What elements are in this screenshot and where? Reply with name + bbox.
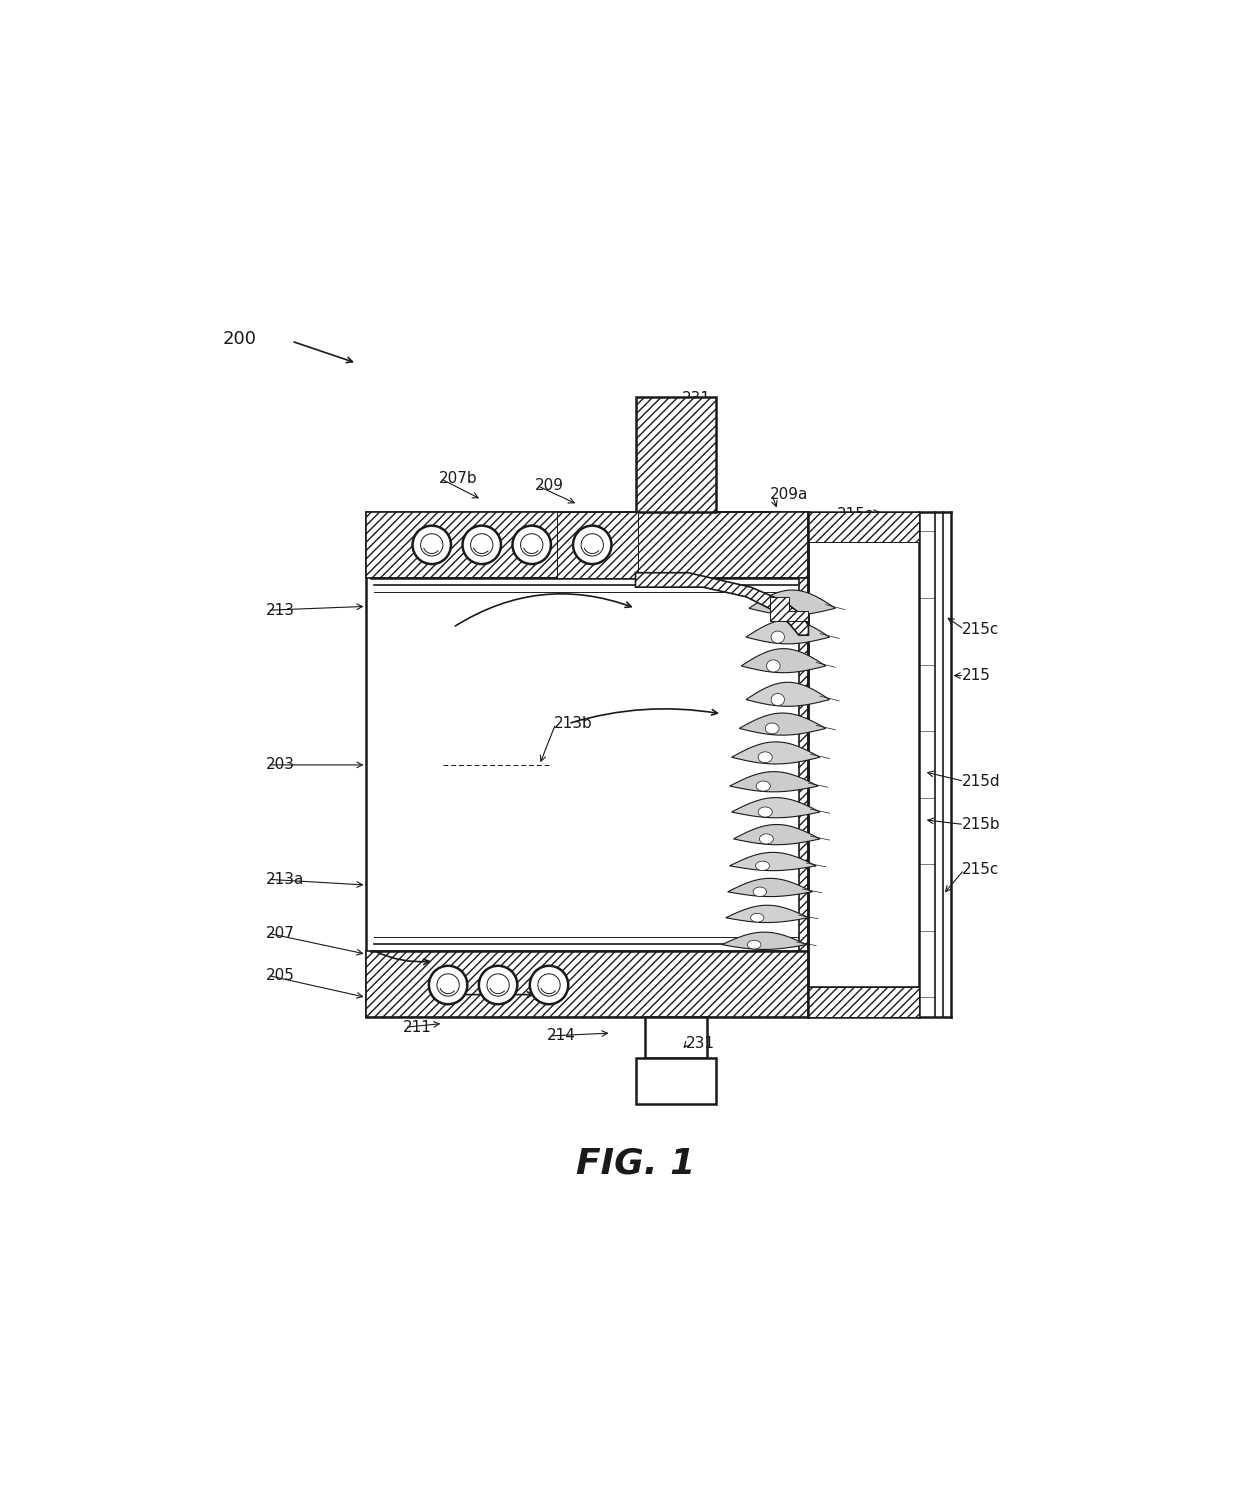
Polygon shape (732, 742, 820, 764)
Polygon shape (770, 596, 808, 620)
Text: 200: 200 (222, 330, 257, 349)
Ellipse shape (766, 659, 780, 672)
Text: 215b: 215b (962, 816, 1001, 831)
Text: 215: 215 (962, 668, 991, 684)
Polygon shape (739, 714, 826, 735)
Ellipse shape (758, 751, 773, 762)
Polygon shape (722, 933, 806, 949)
Bar (799, 578, 808, 951)
Polygon shape (732, 798, 820, 818)
Text: 214: 214 (547, 1029, 575, 1043)
Text: 213: 213 (265, 602, 295, 617)
Bar (635, 397, 717, 512)
Text: 211: 211 (403, 1020, 432, 1035)
Ellipse shape (759, 834, 774, 844)
Polygon shape (749, 590, 836, 616)
Text: FIG. 1: FIG. 1 (575, 1147, 696, 1180)
Polygon shape (729, 771, 818, 792)
Bar (808, 987, 919, 1017)
Text: 207b: 207b (439, 471, 477, 486)
Circle shape (512, 525, 551, 564)
Ellipse shape (748, 940, 761, 949)
Ellipse shape (756, 782, 770, 791)
Ellipse shape (771, 694, 785, 706)
Bar (557, 512, 639, 578)
Text: 215c: 215c (962, 862, 999, 877)
Polygon shape (725, 905, 808, 922)
Ellipse shape (765, 723, 779, 733)
Polygon shape (746, 682, 830, 706)
Bar (808, 512, 919, 542)
Ellipse shape (775, 602, 789, 614)
Text: 209: 209 (534, 478, 564, 493)
Circle shape (413, 525, 451, 564)
Text: 203: 203 (265, 758, 295, 773)
Ellipse shape (750, 913, 764, 922)
Bar (367, 512, 808, 1017)
Text: 231: 231 (686, 1037, 714, 1052)
Text: 213a: 213a (265, 872, 304, 887)
Polygon shape (742, 649, 826, 673)
Text: 205: 205 (265, 967, 294, 982)
Text: 207: 207 (265, 925, 294, 940)
Bar (367, 512, 808, 578)
Circle shape (529, 966, 568, 1003)
Ellipse shape (771, 631, 785, 643)
Text: 231: 231 (682, 391, 711, 406)
Ellipse shape (755, 862, 770, 871)
Text: 209a: 209a (770, 487, 808, 502)
Circle shape (429, 966, 467, 1003)
Bar (635, 1058, 717, 1105)
Polygon shape (729, 853, 816, 871)
Bar (367, 951, 808, 1017)
Polygon shape (635, 573, 808, 635)
Circle shape (573, 525, 611, 564)
Text: 215a: 215a (837, 507, 875, 522)
Text: 213b: 213b (554, 717, 593, 730)
Ellipse shape (753, 887, 766, 896)
Bar (645, 1017, 707, 1058)
Circle shape (479, 966, 517, 1003)
Polygon shape (734, 824, 820, 845)
Circle shape (463, 525, 501, 564)
Text: 215c: 215c (962, 622, 999, 637)
Text: 215d: 215d (962, 774, 1001, 789)
Polygon shape (746, 620, 830, 644)
Polygon shape (728, 878, 812, 896)
Ellipse shape (758, 807, 773, 816)
